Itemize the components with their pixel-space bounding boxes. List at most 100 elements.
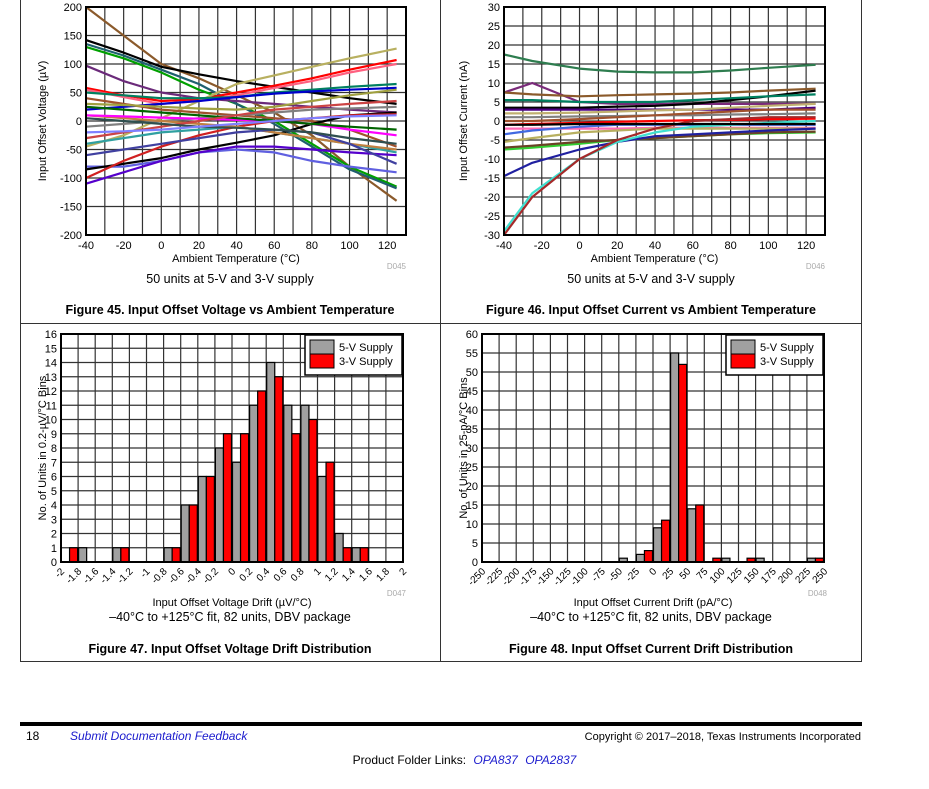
x-tick-label: 100	[340, 240, 358, 252]
x-tick-label: -250	[466, 566, 488, 588]
bar-5v-supply	[334, 532, 344, 563]
y-tick-label: 40	[466, 405, 478, 417]
x-axis-title: Input Offset Voltage Drift (µV/°C)	[152, 597, 311, 609]
x-tick-label: 60	[268, 240, 280, 252]
y-tick-label: 30	[466, 443, 478, 455]
series-line-4	[504, 93, 816, 104]
plot-border	[85, 6, 407, 236]
x-axis-title: Ambient Temperature (°C)	[591, 253, 719, 265]
y-tick-label: -25	[484, 211, 500, 223]
page-number: 18	[26, 729, 40, 743]
series-line-18	[504, 122, 816, 126]
frame-center-divider	[440, 0, 441, 662]
y-tick-label: 35	[466, 424, 478, 436]
bar-3v-supply	[678, 363, 688, 563]
y-axis-title: No. of Units in 0.2-µV/°C Bins	[37, 375, 49, 520]
y-tick-label: 15	[466, 500, 478, 512]
frame-middle-divider	[20, 323, 862, 324]
series-line-11	[86, 148, 397, 174]
y-tick-label: -50	[66, 145, 82, 157]
y-tick-label: 10	[488, 78, 500, 90]
x-tick-label: 1.2	[323, 566, 341, 584]
y-tick-label: 100	[64, 59, 82, 71]
series-line-12	[85, 145, 397, 185]
bar-5v-supply	[266, 361, 276, 563]
bar-3v-supply	[171, 547, 181, 563]
x-tick-label: 125	[725, 566, 745, 586]
bar-5v-supply	[197, 475, 207, 563]
frame-right-border	[861, 0, 862, 662]
y-tick-label: 45	[466, 386, 478, 398]
x-tick-label: 1.8	[374, 566, 392, 584]
bar-3v-supply	[325, 461, 335, 563]
y-tick-label: 200	[64, 2, 82, 14]
y-tick-label: -10	[484, 154, 500, 166]
y-tick-label: 55	[466, 348, 478, 360]
y-tick-label: 13	[45, 372, 57, 384]
legend-swatch	[309, 353, 335, 369]
x-tick-label: -0.6	[167, 566, 187, 586]
x-tick-label: 20	[193, 240, 205, 252]
x-tick-label: -1.2	[116, 566, 136, 586]
bar-5v-supply	[163, 547, 173, 563]
bar-5v-supply	[652, 527, 663, 563]
y-axis-title: Input Offset Current (nA)	[458, 61, 470, 181]
x-tick-label: 100	[708, 566, 728, 586]
x-tick-label: 1.4	[340, 566, 358, 584]
x-tick-label: -0.8	[150, 566, 170, 586]
series-line-14	[503, 130, 816, 149]
x-tick-label: 150	[742, 566, 762, 586]
y-tick-label: 15	[45, 343, 57, 355]
figure-code: D045	[387, 262, 407, 271]
y-tick-label: 10	[466, 519, 478, 531]
x-tick-label: -25	[624, 566, 642, 584]
plot-border	[503, 6, 826, 236]
product-link-opa2837[interactable]: OPA2837	[525, 753, 577, 767]
y-tick-label: 0	[472, 557, 478, 569]
figure-48-panel: 5-V Supply 3-V Supply 0 5 10 15 20 25 30 35 40 45 50…	[441, 324, 861, 662]
y-tick-label: -200	[60, 230, 82, 242]
y-tick-label: -15	[484, 173, 500, 185]
x-tick-label: 0.4	[255, 566, 273, 584]
bar-3v-supply	[205, 475, 216, 563]
x-tick-label: -1.4	[98, 566, 118, 586]
legend-swatch	[730, 339, 756, 355]
product-link-opa837[interactable]: OPA837	[473, 753, 518, 767]
bar-3v-supply	[643, 550, 654, 563]
submit-feedback-link[interactable]: Submit Documentation Feedback	[70, 729, 248, 743]
bar-3v-supply	[308, 418, 318, 563]
x-tick-label: -125	[552, 566, 574, 588]
bar-3v-supply	[291, 433, 301, 563]
series-line-13	[85, 111, 397, 171]
x-tick-label: -1.6	[81, 566, 101, 586]
product-folder-links: Product Folder Links: OPA837 OPA2837	[0, 753, 929, 767]
y-tick-label: 9	[51, 429, 57, 441]
y-tick-label: -20	[484, 192, 500, 204]
y-tick-label: -30	[484, 230, 500, 242]
bar-5v-supply	[351, 547, 361, 563]
x-tick-label: -75	[590, 566, 608, 584]
y-tick-label: -150	[60, 202, 82, 214]
figure-46-chart: -40 -20 0 20 40 60 80 100 120 -30 -25 -20 -15 -10 -5 0 5…	[458, 2, 826, 271]
figure-code: D047	[387, 589, 407, 598]
figure-code: D048	[808, 589, 828, 598]
bar-3v-supply	[68, 547, 79, 563]
y-tick-label: 50	[466, 367, 478, 379]
y-tick-label: 20	[488, 40, 500, 52]
x-tick-label: 80	[724, 240, 736, 252]
x-tick-label: 120	[378, 240, 396, 252]
x-tick-label: 25	[661, 566, 677, 582]
y-tick-label: 1	[51, 543, 57, 555]
series-line-23	[85, 117, 397, 145]
figure-grid-frame	[20, 0, 862, 662]
y-tick-label: 25	[466, 462, 478, 474]
y-tick-label: 15	[488, 59, 500, 71]
bar-5v-supply	[670, 352, 680, 563]
series-line-19	[85, 105, 397, 131]
legend-swatch	[730, 353, 756, 369]
bar-5v-supply	[300, 404, 310, 563]
figure-47-caption: Figure 47. Input Offset Voltage Drift Di…	[88, 642, 372, 656]
y-tick-label: 14	[45, 358, 57, 370]
x-tick-label: -40	[496, 240, 512, 252]
x-tick-label: -150	[535, 566, 557, 588]
